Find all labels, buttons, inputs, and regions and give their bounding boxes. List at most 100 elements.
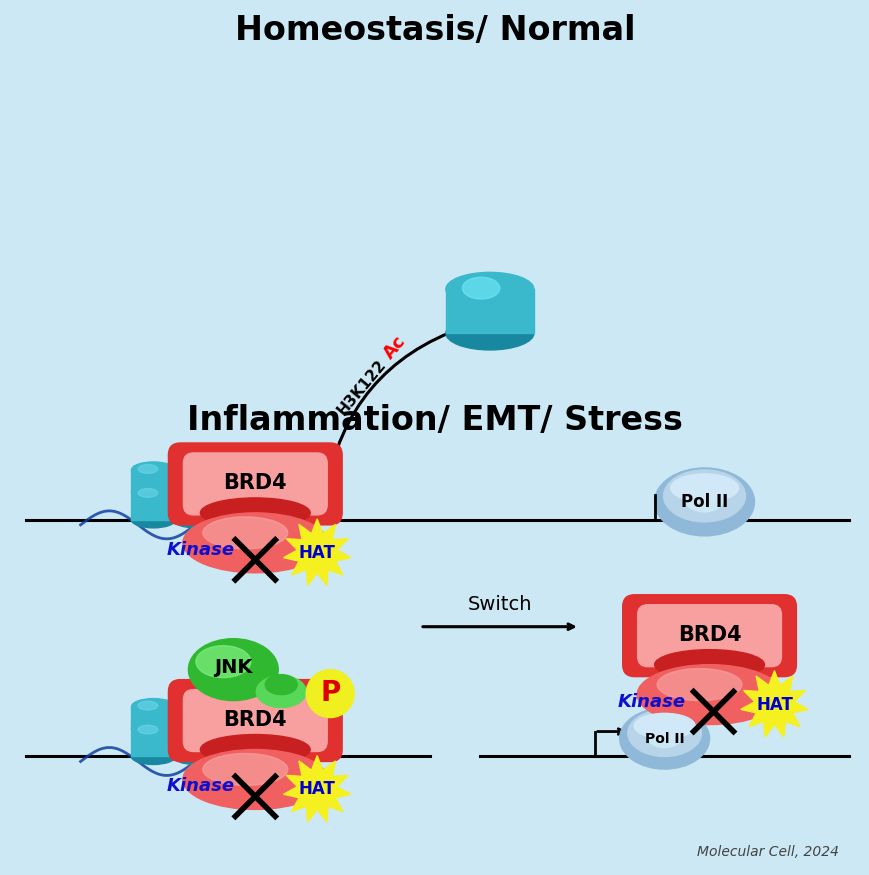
Ellipse shape	[196, 646, 250, 677]
Text: Kinase: Kinase	[166, 541, 234, 559]
Ellipse shape	[182, 513, 328, 573]
Ellipse shape	[653, 649, 764, 680]
Ellipse shape	[647, 726, 681, 747]
FancyBboxPatch shape	[183, 453, 327, 514]
Bar	[173, 707, 217, 729]
Text: P: P	[320, 679, 340, 707]
Ellipse shape	[138, 725, 157, 734]
Ellipse shape	[257, 512, 301, 528]
Ellipse shape	[173, 698, 217, 715]
FancyBboxPatch shape	[637, 605, 780, 667]
Ellipse shape	[182, 750, 328, 809]
Bar	[131, 493, 176, 520]
Text: BRD4: BRD4	[223, 710, 287, 730]
Bar	[216, 493, 259, 520]
Text: BRD4: BRD4	[223, 473, 287, 493]
Text: Homeostasis/ Normal: Homeostasis/ Normal	[235, 14, 634, 47]
FancyBboxPatch shape	[169, 680, 342, 761]
Ellipse shape	[685, 488, 723, 512]
Ellipse shape	[216, 512, 259, 528]
Ellipse shape	[653, 468, 753, 536]
Bar	[173, 493, 217, 520]
Bar	[446, 289, 534, 333]
Ellipse shape	[173, 512, 217, 528]
Text: Pol II: Pol II	[644, 732, 684, 746]
Ellipse shape	[256, 676, 306, 708]
Bar	[173, 470, 217, 492]
Ellipse shape	[131, 512, 176, 528]
Text: Switch: Switch	[468, 595, 532, 614]
Ellipse shape	[257, 723, 301, 738]
Ellipse shape	[627, 710, 700, 757]
Ellipse shape	[189, 639, 278, 701]
Text: HAT: HAT	[755, 696, 792, 714]
Polygon shape	[283, 519, 350, 585]
Ellipse shape	[636, 665, 781, 724]
Circle shape	[306, 669, 354, 718]
Ellipse shape	[461, 277, 500, 299]
Ellipse shape	[670, 474, 738, 502]
Ellipse shape	[131, 486, 176, 502]
Text: JNK: JNK	[214, 658, 252, 677]
FancyBboxPatch shape	[622, 595, 795, 676]
Bar	[173, 731, 217, 757]
Text: Pol II: Pol II	[680, 493, 727, 511]
Ellipse shape	[180, 701, 200, 710]
Ellipse shape	[619, 708, 709, 769]
Ellipse shape	[216, 486, 259, 502]
Ellipse shape	[180, 488, 200, 497]
Bar	[131, 707, 176, 729]
Ellipse shape	[180, 465, 200, 473]
Ellipse shape	[257, 748, 301, 765]
Text: HAT: HAT	[298, 544, 335, 562]
Ellipse shape	[131, 484, 176, 500]
Ellipse shape	[200, 734, 310, 765]
Bar	[257, 493, 301, 520]
Text: BRD4: BRD4	[677, 625, 740, 645]
Bar	[131, 731, 176, 757]
Text: HAT: HAT	[298, 780, 335, 798]
Ellipse shape	[173, 748, 217, 765]
Ellipse shape	[634, 713, 694, 738]
Text: H3K122: H3K122	[335, 356, 389, 417]
Ellipse shape	[202, 517, 288, 549]
Ellipse shape	[138, 465, 157, 473]
Polygon shape	[283, 755, 350, 822]
Ellipse shape	[131, 462, 176, 478]
Ellipse shape	[257, 486, 301, 502]
Ellipse shape	[173, 484, 217, 500]
Ellipse shape	[173, 486, 217, 502]
Ellipse shape	[131, 720, 176, 737]
Bar	[257, 731, 301, 757]
Ellipse shape	[263, 725, 283, 734]
Text: Kinase: Kinase	[617, 693, 685, 710]
Text: Molecular Cell, 2024: Molecular Cell, 2024	[697, 845, 839, 859]
Ellipse shape	[131, 698, 176, 715]
Ellipse shape	[216, 723, 259, 738]
Ellipse shape	[216, 748, 259, 765]
Ellipse shape	[138, 488, 157, 497]
Ellipse shape	[131, 723, 176, 738]
Ellipse shape	[446, 272, 534, 306]
Ellipse shape	[202, 753, 288, 786]
Bar	[216, 731, 259, 757]
Ellipse shape	[131, 748, 176, 765]
Ellipse shape	[446, 317, 534, 350]
Polygon shape	[740, 670, 807, 737]
Ellipse shape	[200, 498, 310, 528]
Ellipse shape	[222, 488, 242, 497]
Text: Kinase: Kinase	[166, 778, 234, 795]
Bar	[131, 470, 176, 492]
Ellipse shape	[222, 725, 242, 734]
Ellipse shape	[265, 675, 297, 695]
Text: Ac: Ac	[380, 332, 409, 362]
FancyBboxPatch shape	[169, 443, 342, 525]
Ellipse shape	[173, 720, 217, 737]
Ellipse shape	[263, 488, 283, 497]
Ellipse shape	[173, 723, 217, 738]
FancyBboxPatch shape	[183, 690, 327, 752]
Ellipse shape	[138, 701, 157, 710]
Text: Inflammation/ EMT/ Stress: Inflammation/ EMT/ Stress	[187, 403, 682, 437]
Ellipse shape	[656, 668, 741, 701]
Ellipse shape	[173, 462, 217, 478]
